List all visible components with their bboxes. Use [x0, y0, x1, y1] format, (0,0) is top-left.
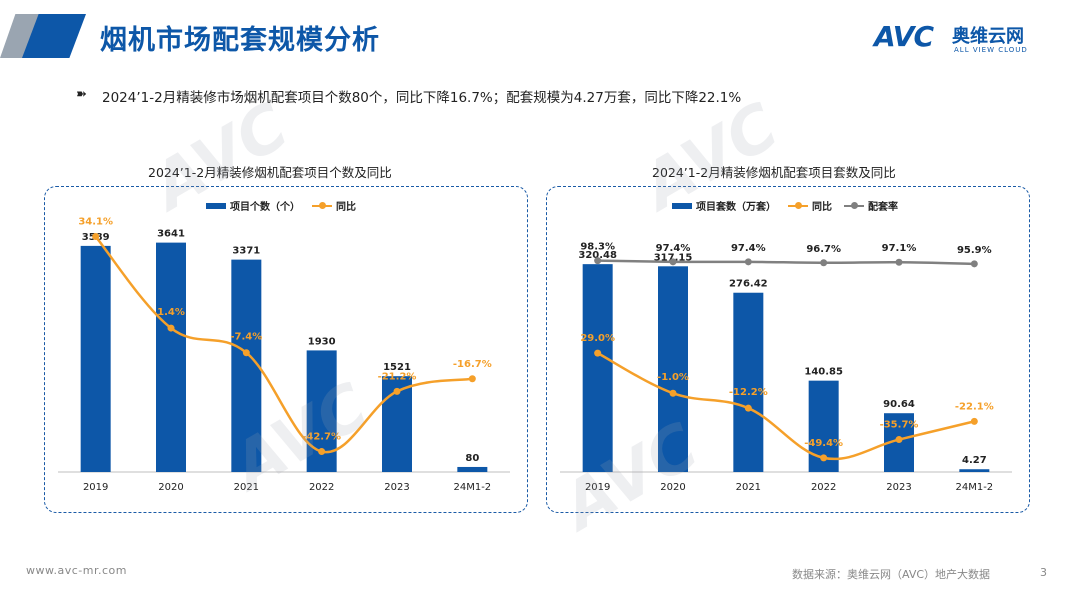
legend-bar-swatch — [672, 202, 692, 209]
series-point — [92, 233, 100, 241]
bar-label: 276.42 — [729, 279, 768, 290]
series-point — [820, 259, 828, 267]
series-point — [669, 258, 677, 266]
avc-logo: AVC 奥维云网 ALL VIEW CLOUD — [874, 20, 1044, 60]
series-point — [744, 404, 752, 412]
series-label: -7.4% — [230, 332, 262, 343]
series-line — [597, 352, 975, 461]
legend-line-swatch — [844, 201, 864, 209]
series-point — [468, 375, 476, 383]
series-point — [820, 454, 828, 462]
logo-en: ALL VIEW CLOUD — [954, 46, 1028, 54]
page-title: 烟机市场配套规模分析 — [100, 25, 380, 56]
series-label: -42.7% — [302, 432, 341, 443]
chart-left-panel — [44, 186, 528, 513]
bar — [457, 466, 488, 472]
bar-label: 90.64 — [883, 399, 915, 410]
x-tick-label: 2022 — [309, 482, 334, 493]
series-point — [970, 260, 978, 268]
legend-item: 同比 — [336, 202, 356, 213]
bar-label: 1930 — [308, 336, 336, 347]
bar-label: 4.27 — [962, 455, 987, 466]
series-label: 97.1% — [882, 243, 917, 254]
series-label: -12.2% — [729, 387, 768, 398]
x-tick-label: 2021 — [736, 482, 761, 493]
series-point — [669, 389, 677, 397]
bar-label: 1521 — [383, 362, 411, 373]
bar-label: 320.48 — [578, 250, 617, 261]
series-label: 95.9% — [957, 245, 992, 256]
series-label: -35.7% — [880, 420, 919, 431]
series-label: -16.7% — [453, 359, 492, 370]
chart-left-legend: 项目个数（个） 同比 — [206, 198, 356, 213]
chart-right-panel — [546, 186, 1030, 513]
x-tick-label: 2019 — [585, 482, 610, 493]
x-tick-label: 2023 — [886, 482, 911, 493]
chart-left: 3589201936412020337120211930202215212023… — [58, 217, 510, 493]
bar — [582, 264, 613, 472]
series-point — [242, 349, 250, 357]
x-tick-label: 2020 — [158, 482, 183, 493]
chart-right: 320.48 2019 317.15 2020 276.42 2021 140.85 2022… — [560, 242, 1012, 493]
bar — [959, 469, 990, 472]
legend-item: 项目个数（个） — [230, 202, 300, 213]
series-line — [94, 235, 473, 454]
legend-item: 项目套数（万套） — [696, 202, 776, 213]
series-point — [744, 258, 752, 266]
series-label: 98.3% — [580, 242, 615, 253]
legend-item: 同比 — [812, 202, 832, 213]
series-point — [970, 417, 978, 425]
bar — [156, 242, 186, 472]
bullet-arrow-icon: ➽ — [76, 87, 87, 102]
series-point — [895, 436, 903, 444]
x-tick-label: 2022 — [811, 482, 836, 493]
series-point — [895, 258, 903, 266]
legend-item: 配套率 — [868, 202, 898, 213]
x-tick-label: 2020 — [660, 482, 685, 493]
x-tick-label: 2023 — [384, 482, 409, 493]
chart-right-legend: 项目套数（万套） 同比 配套率 — [672, 198, 898, 213]
x-tick-label: 24M1-2 — [955, 482, 993, 493]
series-label: 96.7% — [806, 244, 841, 255]
bar — [80, 245, 111, 472]
series-label: -49.4% — [804, 438, 843, 449]
series-line — [597, 259, 975, 266]
series-label: 34.1% — [78, 217, 113, 228]
legend-bar-swatch — [206, 202, 226, 209]
series-label: 1.4% — [157, 307, 185, 318]
series-point — [594, 257, 602, 265]
series-label: 97.4% — [656, 243, 691, 254]
series-label: -21.2% — [378, 371, 417, 382]
x-tick-label: 2021 — [234, 482, 259, 493]
x-tick-label: 2019 — [83, 482, 108, 493]
bar — [658, 266, 688, 472]
logo-cn: 奥维云网 — [952, 26, 1024, 47]
bar-label: 80 — [465, 453, 479, 464]
chart-left-title: 2024’1-2月精装修烟机配套项目个数及同比 — [148, 165, 392, 180]
bar — [733, 292, 764, 472]
series-point — [167, 324, 175, 332]
x-tick-label: 24M1-2 — [453, 482, 491, 493]
footer-website: www.avc-mr.com — [26, 564, 127, 577]
legend-line-swatch — [788, 201, 808, 209]
bar-label: 317.15 — [654, 252, 693, 263]
series-point — [393, 387, 401, 395]
series-point — [318, 448, 326, 456]
bar-label: 3641 — [157, 229, 185, 240]
series-label: -1.0% — [657, 372, 689, 383]
logo-mark: AVC — [874, 20, 934, 53]
footer-source: 数据来源：奥维云网（AVC）地产大数据 — [792, 568, 991, 581]
series-label: 29.0% — [580, 333, 615, 344]
series-label: -22.1% — [955, 401, 994, 412]
series-point — [594, 349, 602, 357]
bar-label: 140.85 — [804, 367, 843, 378]
bar-label: 3371 — [232, 246, 260, 257]
chart-right-title: 2024’1-2月精装修烟机配套项目套数及同比 — [652, 165, 896, 180]
bar — [231, 259, 262, 472]
legend-line-swatch — [312, 201, 332, 209]
series-label: 97.4% — [731, 243, 766, 254]
summary-text: 2024’1-2月精装修市场烟机配套项目个数80个，同比下降16.7%；配套规模… — [102, 90, 742, 106]
page-number: 3 — [1040, 566, 1047, 579]
